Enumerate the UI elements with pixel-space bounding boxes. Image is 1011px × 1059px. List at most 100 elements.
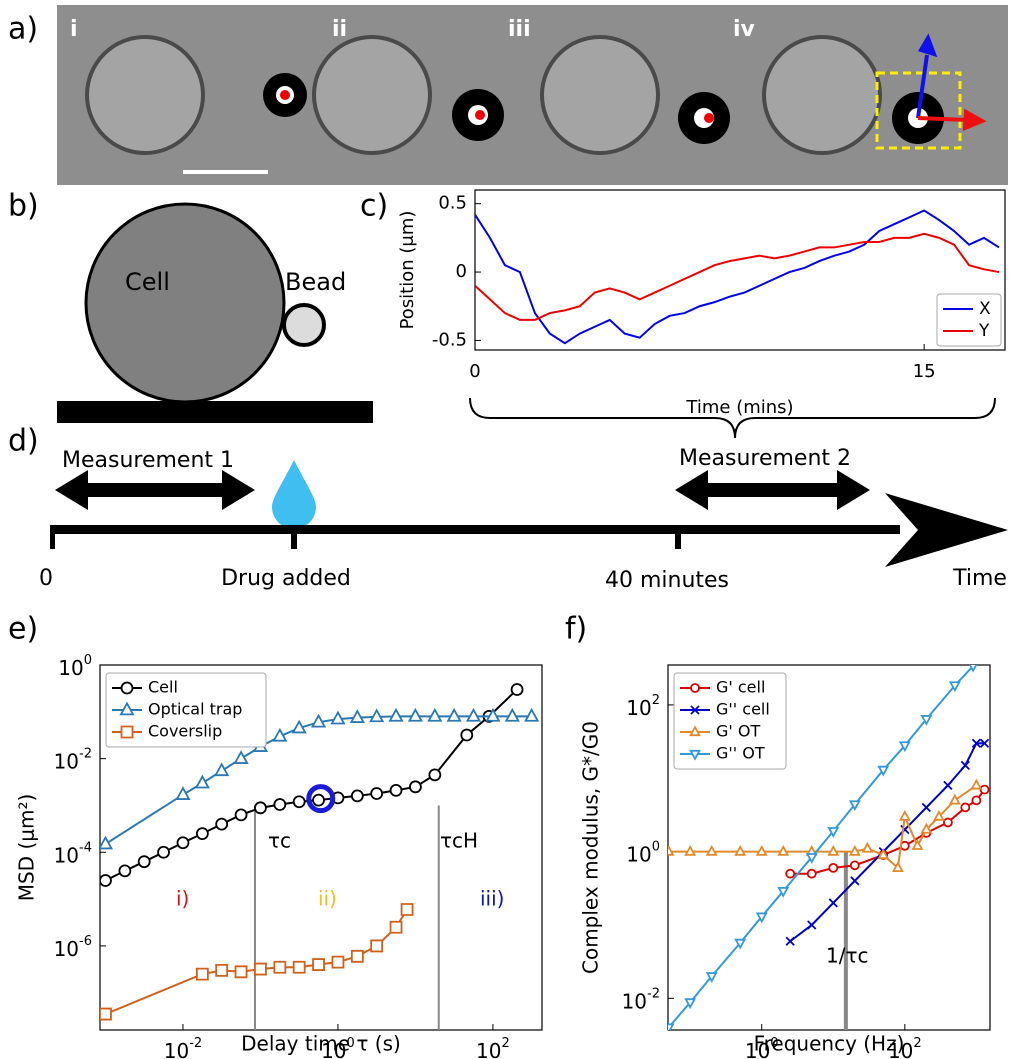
marker [195, 827, 209, 841]
legend-box [936, 293, 1002, 347]
marker [668, 844, 675, 856]
marker [215, 963, 229, 977]
marker [427, 707, 443, 722]
tick-exponent: -2 [79, 746, 92, 761]
chart: f) Frequency (Hz) Complex modulus, G*/G0 1/… [565, 612, 991, 1056]
x-tick-label: 15 [913, 361, 936, 382]
marker [848, 800, 861, 812]
x-arrow [917, 108, 987, 132]
cell-label: Cell [125, 268, 170, 296]
measurement-label: Measurement 1 [62, 448, 234, 473]
drug-drop [272, 460, 316, 529]
marker [292, 795, 306, 809]
series-line [668, 665, 974, 1029]
marker [100, 1007, 112, 1021]
legend-label: Optical trap [148, 700, 242, 719]
marker [409, 780, 422, 794]
tick-exponent: 0 [770, 1036, 778, 1051]
timeline [50, 525, 900, 534]
marker [120, 681, 134, 695]
marker [234, 965, 248, 979]
legend-label: Cell [148, 678, 178, 697]
marker [891, 861, 904, 872]
marker [350, 789, 364, 803]
tick-exponent: 0 [652, 839, 660, 854]
marker [215, 817, 229, 831]
marker [291, 719, 307, 734]
marker [465, 707, 482, 722]
marker [400, 903, 414, 916]
marker [254, 801, 267, 815]
x-axis-label: Frequency (Hz) [754, 1032, 905, 1056]
tick-base: 10 [58, 656, 83, 680]
bead-label: Bead [285, 268, 346, 296]
marker [233, 750, 249, 764]
plot-area [475, 209, 1000, 345]
highlight [306, 784, 336, 814]
marker [705, 972, 718, 983]
marker [254, 962, 267, 976]
legend-label: Y [978, 321, 990, 341]
marker [485, 707, 501, 722]
panel-label: e) [8, 612, 38, 647]
marker [948, 681, 961, 693]
marker [292, 960, 306, 974]
marker [777, 844, 790, 856]
marker [705, 844, 718, 856]
marker [806, 868, 817, 879]
marker [690, 683, 700, 693]
substrate [57, 401, 373, 423]
marker [805, 853, 818, 864]
y-tick-label: 100 [58, 653, 92, 680]
timeline-label: Time [952, 566, 1007, 591]
marker [312, 793, 325, 807]
tick-base: 10 [745, 1039, 770, 1059]
x-axis-label: Time (mins) [685, 397, 793, 418]
marker [176, 836, 190, 850]
marker [407, 707, 423, 722]
marker [755, 844, 768, 856]
marker [119, 701, 135, 716]
marker [446, 707, 462, 722]
marker [785, 868, 796, 879]
marker [273, 960, 287, 974]
panel-label: f) [565, 612, 587, 647]
frame-label: iv [733, 17, 756, 42]
marker [850, 876, 860, 886]
legend-box [105, 672, 267, 748]
plot-area [668, 665, 990, 1030]
frame-label: i [70, 17, 78, 42]
marker [370, 939, 384, 953]
marker [898, 809, 911, 821]
panel-label: b) [8, 189, 39, 224]
timeline-label: Drug added [221, 566, 351, 591]
marker [971, 738, 982, 748]
frame-label: ii [332, 17, 347, 42]
x-axis-label: Delay time τ (s) [241, 1032, 401, 1056]
plot-frame [474, 189, 1006, 351]
marker [734, 844, 747, 856]
y-tick-label: 0 [456, 261, 467, 282]
tick-exponent: -2 [647, 986, 660, 1001]
marker [911, 839, 924, 850]
annotation: i) [176, 887, 189, 911]
marker [331, 955, 345, 969]
marker [943, 780, 953, 791]
timeline-label: 0 [39, 566, 53, 591]
marker [137, 855, 151, 869]
marker [195, 967, 209, 981]
annotation: τc [268, 829, 291, 853]
marker [827, 844, 840, 856]
marker [690, 705, 700, 715]
marker [175, 786, 191, 800]
y-tick-label: 10-2 [622, 986, 660, 1013]
tick-exponent: 0 [84, 653, 92, 668]
marker [877, 765, 890, 777]
marker [118, 864, 132, 878]
marker [807, 920, 817, 930]
marker [510, 683, 524, 696]
marker [828, 898, 838, 908]
tick-exponent: 2 [913, 1036, 921, 1051]
